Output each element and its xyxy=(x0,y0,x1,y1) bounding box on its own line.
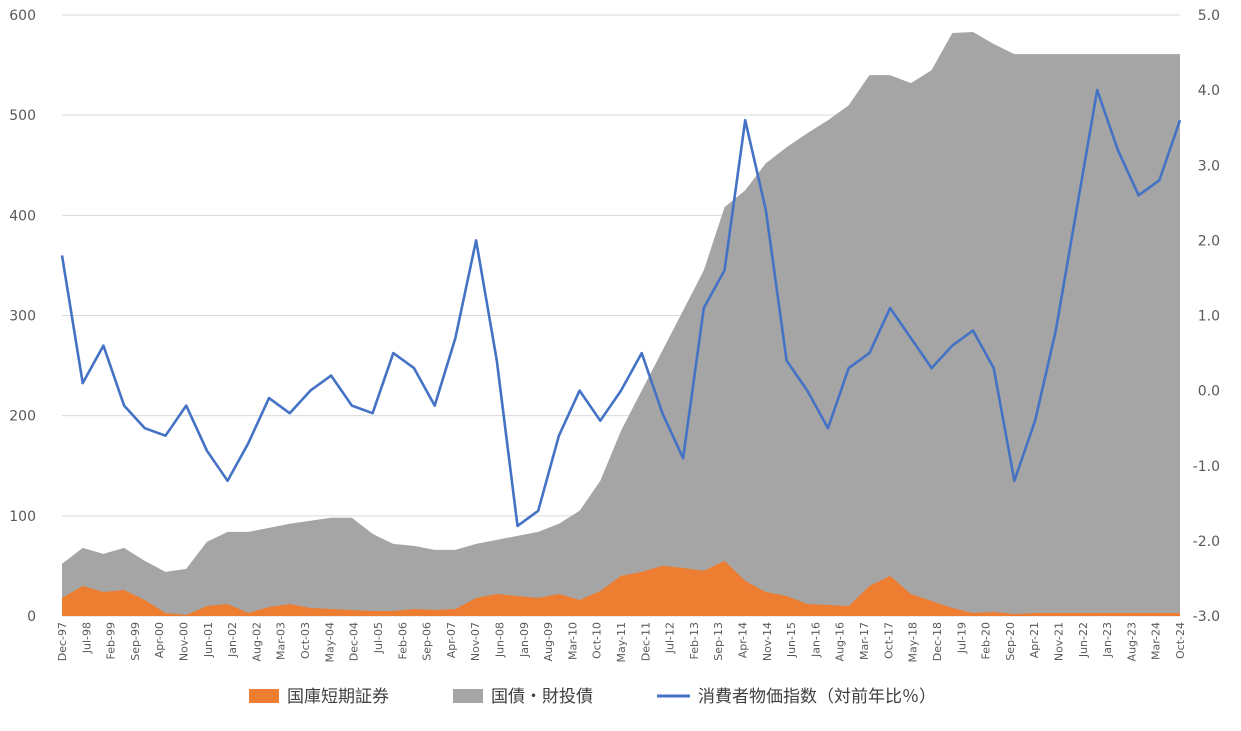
x-tick-label: Feb-06 xyxy=(396,622,409,659)
x-tick-label: Apr-14 xyxy=(737,622,750,658)
left-axis-ticks: 0 100 200 300 400 500 600 xyxy=(9,8,36,625)
x-tick-label: Jan-02 xyxy=(226,622,239,658)
left-tick-label: 300 xyxy=(9,309,36,325)
x-tick-label: Apr-07 xyxy=(445,622,458,658)
x-tick-label: Mar-17 xyxy=(858,622,871,660)
x-tick-label: Sep-13 xyxy=(712,622,725,661)
x-tick-label: Jul-98 xyxy=(80,622,93,654)
line-series-2 xyxy=(60,88,1182,528)
x-tick-label: Aug-09 xyxy=(542,622,555,661)
left-tick-label: 600 xyxy=(9,8,36,24)
x-tick-label: Nov-14 xyxy=(761,622,774,661)
x-tick-label: Jun-22 xyxy=(1077,622,1090,658)
x-tick-label: Sep-20 xyxy=(1004,622,1017,661)
x-tick-label: Mar-03 xyxy=(275,622,288,660)
legend-label-series-1: 国債・財投債 xyxy=(491,687,593,707)
x-tick-label: Jan-16 xyxy=(809,622,822,658)
x-tick-label: Dec-11 xyxy=(639,622,652,661)
x-tick-label: Jun-08 xyxy=(493,622,506,658)
right-tick-label: 4.0 xyxy=(1198,83,1220,99)
legend-label-series-2: 消費者物価指数（対前年比％） xyxy=(698,687,936,707)
x-tick-label: Mar-10 xyxy=(566,622,579,660)
gridlines xyxy=(62,14,1180,617)
right-tick-label: -2.0 xyxy=(1193,534,1220,550)
x-tick-label: Aug-23 xyxy=(1125,622,1138,661)
right-tick-label: 2.0 xyxy=(1198,233,1220,249)
right-tick-label: 1.0 xyxy=(1198,309,1220,325)
right-tick-label: 0.0 xyxy=(1198,384,1220,400)
x-tick-label: Oct-24 xyxy=(1174,622,1187,659)
x-tick-label: Jul-05 xyxy=(372,622,385,654)
x-tick-label: Apr-00 xyxy=(153,622,166,658)
x-tick-label: May-04 xyxy=(323,622,336,663)
legend-swatch-series-1 xyxy=(453,689,483,703)
left-tick-label: 400 xyxy=(9,208,36,224)
x-tick-label: Jul-19 xyxy=(955,622,968,654)
left-tick-label: 0 xyxy=(27,609,36,625)
right-tick-label: -3.0 xyxy=(1193,609,1220,625)
area-series-1 xyxy=(62,32,1180,616)
x-tick-label: Dec-18 xyxy=(931,622,944,661)
x-tick-label: Oct-17 xyxy=(882,622,895,659)
right-tick-label: 3.0 xyxy=(1198,158,1220,174)
left-tick-label: 500 xyxy=(9,108,36,124)
right-tick-label: -1.0 xyxy=(1193,459,1220,475)
x-tick-label: Jun-15 xyxy=(785,622,798,658)
x-tick-label: Jun-01 xyxy=(202,622,215,658)
x-tick-label: Sep-99 xyxy=(129,622,142,661)
x-tick-label: Feb-20 xyxy=(980,622,993,659)
x-tick-label: Oct-10 xyxy=(591,622,604,659)
left-tick-label: 100 xyxy=(9,509,36,525)
line-series xyxy=(60,88,1182,528)
area-series-0 xyxy=(62,560,1180,616)
area-series xyxy=(62,32,1180,616)
legend: 国庫短期証券 国債・財投債 消費者物価指数（対前年比％） xyxy=(249,687,936,707)
x-tick-label: Sep-06 xyxy=(421,622,434,661)
x-tick-label: Dec-04 xyxy=(348,622,361,661)
legend-swatch-series-0 xyxy=(249,689,279,703)
x-tick-label: Nov-00 xyxy=(178,622,191,661)
x-tick-label: May-11 xyxy=(615,622,628,663)
x-tick-label: Aug-16 xyxy=(834,622,847,661)
x-tick-label: Oct-03 xyxy=(299,622,312,659)
x-tick-label: Apr-21 xyxy=(1028,622,1041,658)
x-tick-label: Jul-12 xyxy=(664,622,677,654)
x-tick-label: Mar-24 xyxy=(1150,622,1163,660)
legend-label-series-0: 国庫短期証券 xyxy=(287,687,389,707)
right-tick-label: 5.0 xyxy=(1198,8,1220,24)
x-tick-label: Aug-02 xyxy=(250,622,263,661)
x-tick-label: Jan-09 xyxy=(518,622,531,658)
x-tick-label: Nov-21 xyxy=(1052,622,1065,661)
x-tick-label: Nov-07 xyxy=(469,622,482,661)
left-tick-label: 200 xyxy=(9,409,36,425)
x-tick-label: May-18 xyxy=(907,622,920,663)
x-tick-label: Dec-97 xyxy=(56,622,69,661)
x-tick-label: Feb-99 xyxy=(105,622,118,659)
x-tick-label: Feb-13 xyxy=(688,622,701,659)
x-tick-label: Jan-23 xyxy=(1101,622,1114,658)
x-axis-ticks: Dec-97 Jul-98 Feb-99 Sep-99 Apr-00 Nov-00 Jun-… xyxy=(56,622,1187,663)
right-axis-ticks: -3.0 -2.0 -1.0 0.0 1.0 2.0 3.0 4.0 5.0 xyxy=(1193,8,1220,625)
